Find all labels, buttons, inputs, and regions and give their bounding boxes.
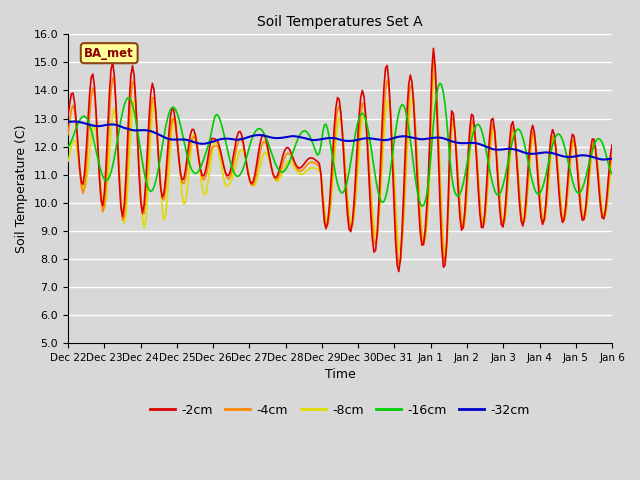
Text: BA_met: BA_met [84,47,134,60]
Legend: -2cm, -4cm, -8cm, -16cm, -32cm: -2cm, -4cm, -8cm, -16cm, -32cm [145,399,535,421]
X-axis label: Time: Time [324,368,355,381]
Y-axis label: Soil Temperature (C): Soil Temperature (C) [15,124,28,253]
Title: Soil Temperatures Set A: Soil Temperatures Set A [257,15,423,29]
